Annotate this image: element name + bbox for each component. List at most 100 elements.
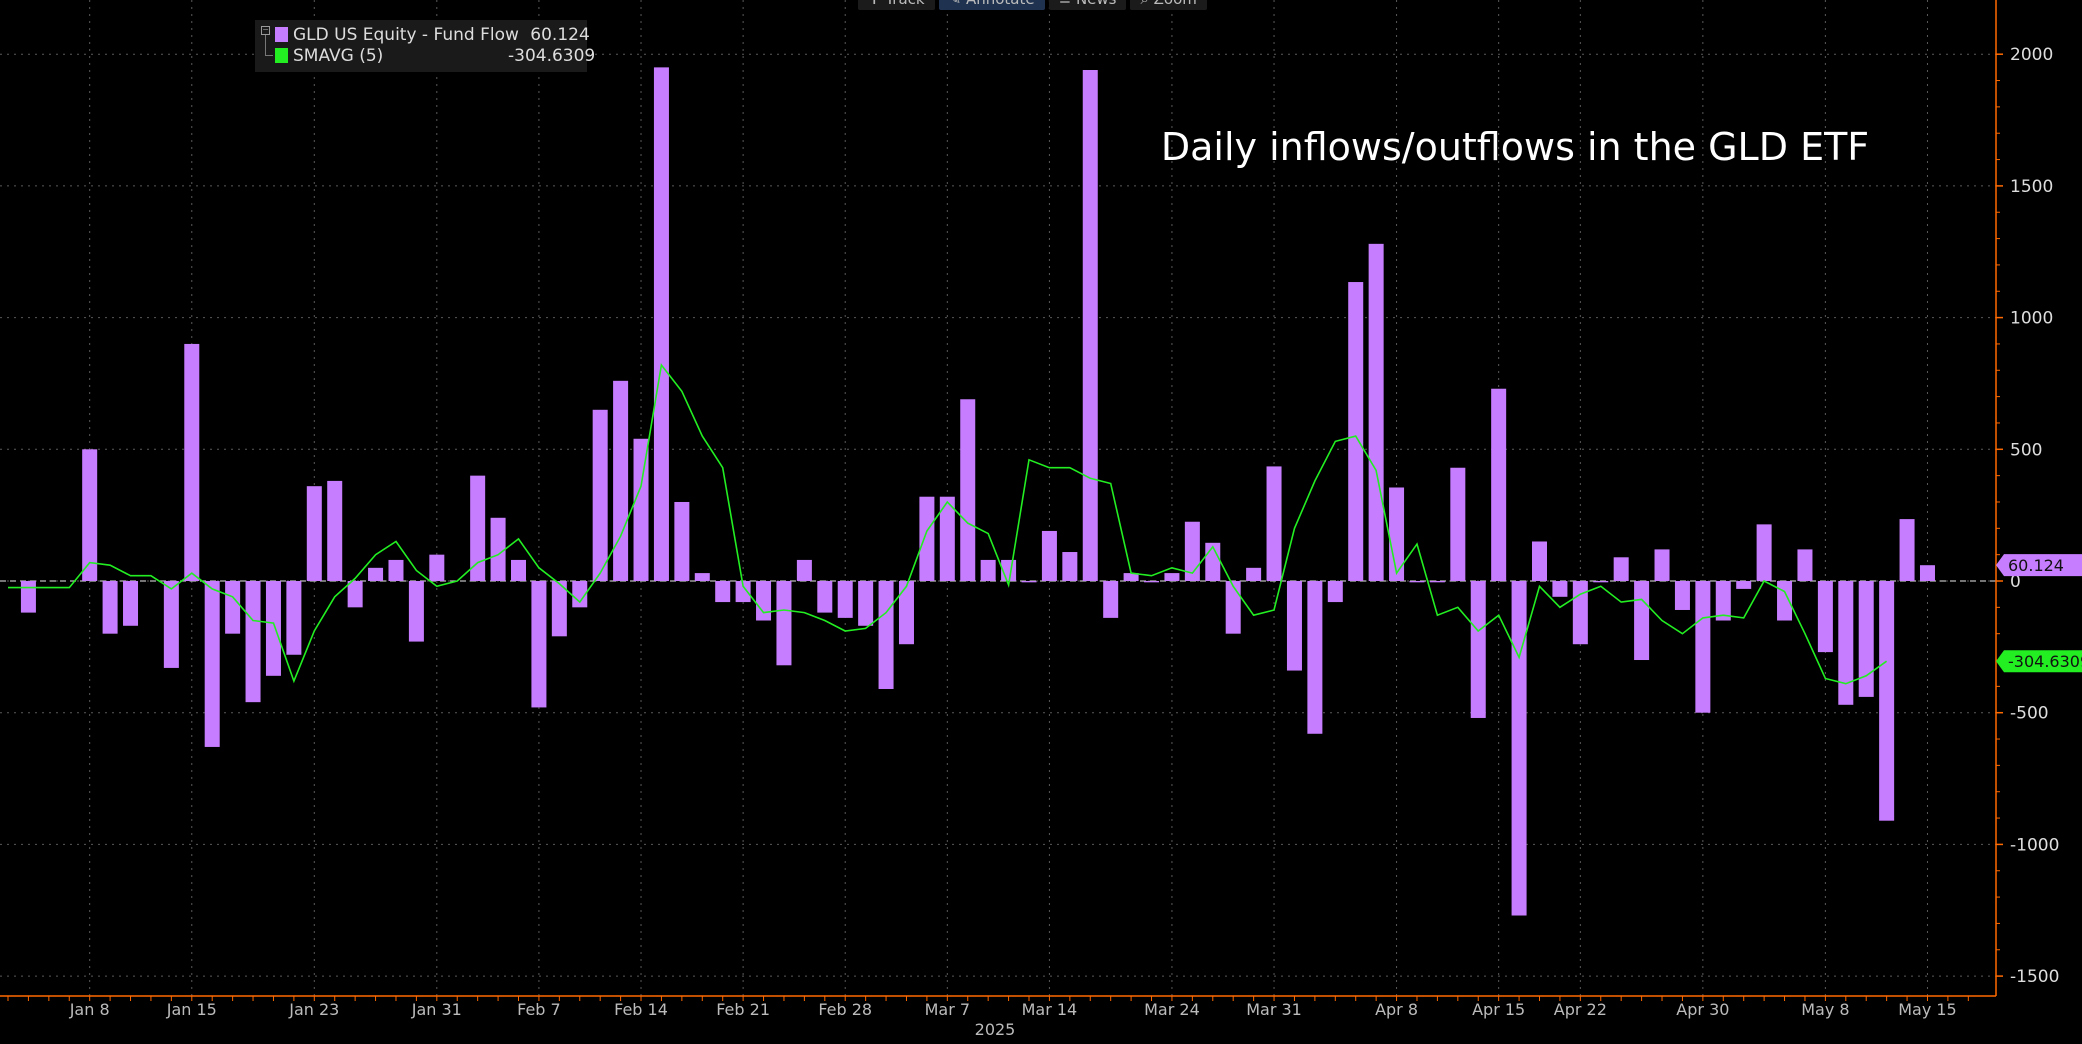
magnifier-icon: ⌕ [1140, 0, 1153, 8]
flow-bar-34 [694, 573, 710, 581]
smavg-line-group [8, 363, 1888, 685]
y-tick-label-5: -500 [2010, 704, 2049, 724]
y-tick-label-3: 500 [2010, 440, 2042, 460]
x-axis-title: 2025 [975, 1020, 1016, 1039]
flow-bar-72 [1470, 581, 1486, 718]
flow-bar-60 [1225, 581, 1241, 634]
flow-bar-25 [511, 559, 526, 581]
x-tick-label-12: Apr 8 [1375, 1000, 1418, 1019]
flow-bar-29 [592, 409, 608, 581]
flow-bar-16 [327, 480, 343, 581]
flow-bar-18 [368, 567, 384, 581]
x-tick-label-8: Mar 7 [925, 1000, 970, 1019]
flow-bar-20 [408, 581, 424, 642]
flow-bar-64 [1307, 581, 1323, 734]
flow-bar-52 [1062, 552, 1078, 581]
flow-bar-14 [286, 581, 302, 655]
flow-bar-76 [1552, 581, 1568, 597]
x-tick-label-10: Mar 24 [1144, 1000, 1200, 1019]
crosshair-icon: ✛ [868, 0, 885, 8]
flow-bar-44 [898, 581, 914, 645]
y-tick-label-4: 0 [2010, 572, 2021, 592]
x-tick-label-4: Feb 7 [517, 1000, 561, 1019]
flow-bar-13 [265, 581, 281, 676]
flow-bar-56 [1144, 581, 1160, 583]
flow-bar-6 [123, 581, 139, 626]
flow-bar-11 [225, 581, 241, 634]
flow-bar-58 [1184, 521, 1200, 581]
collapse-icon[interactable]: − [261, 25, 270, 35]
flow-bar-80 [1634, 581, 1650, 661]
fund-flow-value: 60.124 [530, 25, 590, 45]
flow-bar-32 [653, 67, 669, 582]
flow-bar-66 [1348, 282, 1364, 581]
fund-flow-bars [20, 67, 1935, 916]
flow-bar-4 [82, 449, 98, 581]
flow-bar-27 [551, 581, 567, 637]
fund-flow-swatch [275, 27, 288, 42]
flow-bar-73 [1491, 388, 1507, 581]
x-tick-label-1: Jan 15 [166, 1000, 217, 1019]
flow-bar-65 [1327, 581, 1343, 603]
flow-bar-54 [1103, 581, 1119, 618]
flow-bar-86 [1756, 524, 1772, 581]
flow-bar-74 [1511, 581, 1527, 916]
flow-bar-78 [1593, 581, 1609, 583]
chart-annotation: Daily inflows/outflows in the GLD ETF [1161, 125, 1869, 169]
flow-bar-59 [1205, 542, 1221, 581]
flow-bar-90 [1838, 581, 1854, 705]
flow-bar-53 [1082, 70, 1098, 581]
flow-bar-57 [1164, 573, 1180, 581]
flow-bar-62 [1266, 466, 1282, 581]
y-tick-label-2: 1000 [2010, 309, 2053, 329]
axes [0, 0, 2003, 1001]
flow-bar-30 [613, 380, 629, 581]
flow-bar-84 [1715, 581, 1731, 621]
x-tick-label-2: Jan 23 [288, 1000, 339, 1019]
last-flow-tag-bg [1996, 554, 2082, 577]
flow-bar-93 [1899, 519, 1915, 581]
flow-bar-41 [837, 581, 853, 618]
flow-bar-39 [796, 559, 812, 581]
flow-bar-26 [531, 581, 547, 708]
last-smavg-tag: -304.6309 [1996, 650, 2082, 673]
last-smavg-tag-bg [1996, 650, 2082, 673]
flow-bar-55 [1123, 573, 1139, 581]
flow-bar-69 [1409, 581, 1425, 583]
legend-item-smavg[interactable]: SMAVG (5) [275, 46, 383, 66]
flow-bar-10 [204, 581, 220, 747]
flow-bar-5 [102, 581, 118, 634]
flow-bar-50 [1021, 581, 1037, 583]
flow-bar-15 [306, 486, 322, 581]
flow-bar-8 [163, 581, 179, 668]
smavg-value: -304.6309 [508, 46, 596, 66]
smavg-swatch [275, 48, 288, 63]
x-tick-label-15: Apr 30 [1676, 1000, 1729, 1019]
fund-flow-label: GLD US Equity - Fund Flow [293, 25, 519, 45]
flow-bar-48 [980, 559, 996, 581]
x-tick-label-13: Apr 15 [1472, 1000, 1525, 1019]
x-tick-label-16: May 8 [1801, 1000, 1849, 1019]
x-tick-label-7: Feb 28 [818, 1000, 872, 1019]
flow-bar-85 [1736, 581, 1752, 589]
flow-bar-37 [756, 581, 772, 621]
chart-legend: − GLD US Equity - Fund Flow 60.124 SMAVG… [255, 20, 595, 72]
news-button[interactable]: ≡ News [1048, 0, 1127, 10]
flow-bar-38 [776, 581, 792, 666]
flow-bar-36 [735, 581, 751, 603]
flow-bar-19 [388, 559, 404, 581]
y-tick-label-1: 1500 [2010, 177, 2053, 197]
flow-bar-77 [1572, 581, 1588, 645]
track-button[interactable]: ✛ Track [858, 0, 935, 10]
flow-bar-24 [490, 517, 506, 581]
flow-bar-91 [1858, 581, 1874, 697]
flow-bar-83 [1695, 581, 1711, 713]
y-axis-tick-labels: 2000 1500 1000 500 0 -500 -1000 -1500 [2010, 45, 2059, 987]
legend-item-fund-flow[interactable]: GLD US Equity - Fund Flow 60.124 [275, 25, 590, 45]
flow-bar-81 [1654, 549, 1670, 581]
legend-tree-branch [265, 55, 273, 56]
last-flow-tag-text: 60.124 [2008, 556, 2064, 575]
flow-bar-43 [878, 581, 894, 689]
zoom-button[interactable]: ⌕ Zoom [1130, 0, 1207, 10]
annotate-button[interactable]: ✎ Annotate [938, 0, 1045, 10]
